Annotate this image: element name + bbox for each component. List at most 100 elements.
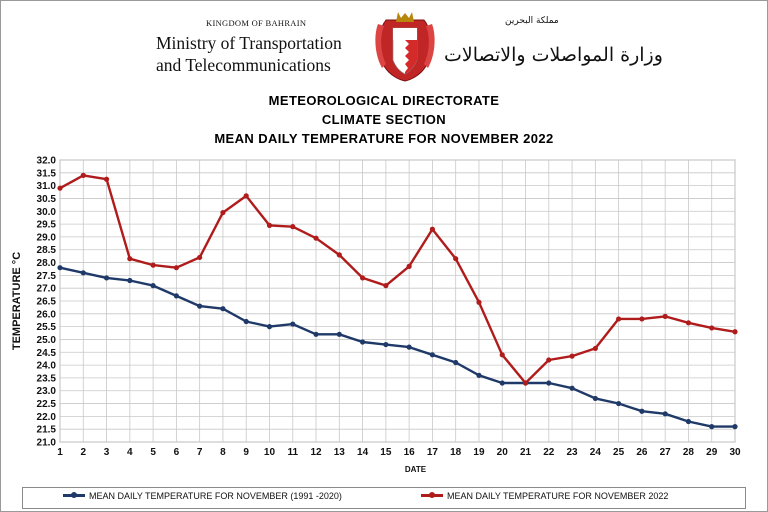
arabic-kingdom-label: مملكة البحرين xyxy=(505,16,559,26)
y-tick-label: 28.0 xyxy=(37,258,57,269)
y-tick-label: 26.5 xyxy=(37,297,57,308)
x-tick-label: 14 xyxy=(357,447,369,458)
chart-legend: MEAN DAILY TEMPERATURE FOR NOVEMBER (199… xyxy=(22,487,746,509)
data-point-2022 xyxy=(313,235,319,241)
x-tick-label: 11 xyxy=(287,447,298,458)
y-tick-label: 26.0 xyxy=(37,309,57,320)
data-point-2022 xyxy=(150,262,156,268)
data-point-historic xyxy=(709,424,715,430)
data-point-historic xyxy=(732,424,738,430)
data-point-historic xyxy=(80,270,86,276)
y-tick-label: 23.0 xyxy=(37,386,57,397)
data-point-historic xyxy=(685,418,692,425)
series-line-historic xyxy=(59,266,735,428)
kingdom-label: KINGDOM OF BAHRAIN xyxy=(206,18,307,28)
data-point-2022 xyxy=(290,224,296,230)
ministry-name: Ministry of Transportation and Telecommu… xyxy=(156,32,376,76)
data-point-historic xyxy=(546,380,552,386)
legend-swatch-historic xyxy=(63,492,85,498)
y-tick-label: 31.0 xyxy=(37,181,57,192)
series-line-2022 xyxy=(59,174,736,385)
x-tick-label: 9 xyxy=(243,447,249,458)
data-point-2022 xyxy=(639,316,645,322)
data-point-historic xyxy=(150,283,156,289)
data-point-2022 xyxy=(685,320,692,326)
data-point-2022 xyxy=(220,209,226,216)
data-point-historic xyxy=(639,408,645,414)
x-tick-label: 19 xyxy=(473,447,485,458)
x-tick-label: 7 xyxy=(197,447,203,458)
data-point-2022 xyxy=(662,313,668,319)
arabic-ministry-name: وزارة المواصلات والاتصالات xyxy=(444,44,663,66)
y-tick-label: 30.0 xyxy=(37,207,57,218)
data-point-2022 xyxy=(197,254,203,261)
y-tick-label: 32.0 xyxy=(37,156,57,167)
y-tick-label: 30.5 xyxy=(37,194,57,205)
data-point-historic xyxy=(406,344,412,350)
data-point-2022 xyxy=(522,380,529,386)
data-point-historic xyxy=(499,380,505,386)
x-axis-label: DATE xyxy=(405,465,427,474)
y-tick-label: 25.0 xyxy=(37,335,57,346)
temperature-line-chart: 21.0 21.5 22.0 22.5 23.0 23.524.0 24.5 25.0 25.5… xyxy=(11,156,741,475)
y-tick-label: 22.0 xyxy=(37,412,57,423)
ministry-header: KINGDOM OF BAHRAIN Ministry of Transport… xyxy=(150,8,670,84)
data-point-2022 xyxy=(103,176,110,182)
data-point-historic xyxy=(313,331,319,337)
x-tick-label: 6 xyxy=(174,447,180,458)
data-point-historic xyxy=(243,318,249,325)
data-point-2022 xyxy=(359,275,366,281)
x-tick-label: 24 xyxy=(590,447,602,458)
data-point-2022 xyxy=(453,256,459,262)
x-tick-label: 18 xyxy=(450,447,462,458)
data-point-2022 xyxy=(732,329,738,335)
data-point-historic xyxy=(592,395,598,402)
x-tick-label: 10 xyxy=(264,447,276,458)
x-tick-label: 25 xyxy=(613,447,625,458)
y-tick-label: 29.5 xyxy=(37,220,57,231)
x-tick-label: 20 xyxy=(497,447,509,458)
data-point-2022 xyxy=(57,185,63,191)
data-point-2022 xyxy=(476,299,482,305)
x-tick-label: 27 xyxy=(660,447,672,458)
x-tick-label: 5 xyxy=(150,447,156,458)
x-tick-label: 30 xyxy=(729,447,741,458)
x-tick-label: 29 xyxy=(706,447,718,458)
data-point-2022 xyxy=(80,172,86,178)
y-tick-label: 24.0 xyxy=(37,361,57,372)
x-tick-label: 3 xyxy=(104,447,110,458)
x-tick-label: 15 xyxy=(380,447,392,458)
data-point-historic xyxy=(359,339,366,345)
data-point-historic xyxy=(290,321,296,327)
data-point-historic xyxy=(476,372,482,378)
data-point-2022 xyxy=(383,283,389,289)
data-point-2022 xyxy=(243,193,249,199)
y-tick-label: 21.0 xyxy=(37,438,57,449)
data-point-2022 xyxy=(336,252,342,258)
data-point-2022 xyxy=(546,357,552,363)
y-tick-label: 31.5 xyxy=(37,168,57,179)
data-point-historic xyxy=(220,306,226,312)
x-tick-label: 12 xyxy=(310,447,322,458)
x-tick-label: 21 xyxy=(520,447,532,458)
data-point-historic xyxy=(429,352,436,358)
x-tick-label: 1 xyxy=(57,447,63,458)
x-tick-label: 23 xyxy=(567,447,579,458)
data-point-2022 xyxy=(173,265,179,271)
data-point-2022 xyxy=(592,345,598,352)
x-tick-label: 17 xyxy=(427,447,439,458)
data-point-historic xyxy=(453,359,459,366)
data-point-2022 xyxy=(266,222,273,228)
legend-label-2022: MEAN DAILY TEMPERATURE FOR NOVEMBER 2022 xyxy=(447,491,669,501)
y-tick-label: 22.5 xyxy=(37,399,57,410)
data-point-2022 xyxy=(569,353,575,359)
x-tick-label: 13 xyxy=(334,447,346,458)
x-tick-label: 28 xyxy=(683,447,695,458)
legend-swatch-2022 xyxy=(421,492,443,498)
data-point-2022 xyxy=(127,256,133,262)
bahrain-emblem-icon xyxy=(375,12,435,82)
y-tick-label: 27.0 xyxy=(37,284,57,295)
data-point-2022 xyxy=(406,263,412,269)
chart-title-line1: METEOROLOGICAL DIRECTORATE xyxy=(268,93,500,108)
chart-title: MEAN DAILY TEMPERATURE FOR NOVEMBER 2022 xyxy=(214,131,554,146)
